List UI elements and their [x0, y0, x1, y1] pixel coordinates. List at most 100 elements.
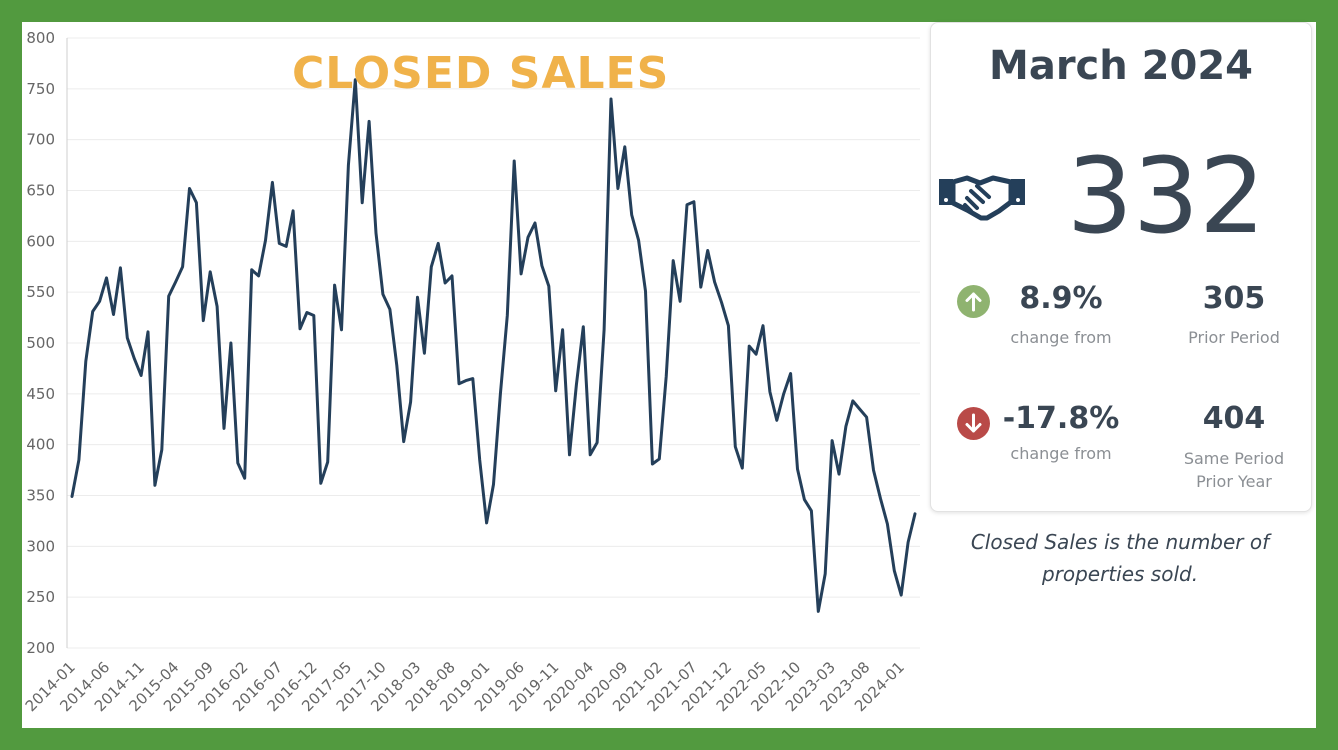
data-point [147, 331, 149, 333]
data-point [520, 273, 522, 275]
data-point [783, 393, 785, 395]
data-point [762, 325, 764, 327]
data-point [98, 300, 100, 302]
y-tick-label: 700 [26, 131, 55, 149]
data-point [789, 372, 791, 374]
data-point [333, 284, 335, 286]
data-point [85, 360, 87, 362]
data-point [555, 390, 557, 392]
data-point [223, 427, 225, 429]
data-point [485, 522, 487, 524]
data-point [403, 440, 405, 442]
data-point [382, 293, 384, 295]
data-point [479, 459, 481, 461]
prior-period-label: Prior Period [1188, 328, 1280, 347]
data-point [112, 313, 114, 315]
data-point [914, 513, 916, 515]
data-point [548, 285, 550, 287]
down-arrow-icon [957, 407, 990, 440]
data-point [347, 164, 349, 166]
card-period-title: March 2024 [989, 43, 1253, 89]
same-period-prior-year-label: Same Period Prior Year [1183, 449, 1285, 491]
dashboard-frame: 200 250 300 350 400 450 500 550 600 650 700 750 800 2… [22, 22, 1316, 728]
data-point [582, 326, 584, 328]
data-point [776, 419, 778, 421]
data-point [361, 202, 363, 204]
handshake-icon [939, 175, 1025, 221]
data-point [686, 204, 688, 206]
data-point [748, 345, 750, 347]
data-point [306, 311, 308, 313]
data-point [651, 463, 653, 465]
footnote: Closed Sales is the number of properties… [970, 530, 1270, 586]
chart-title: CLOSED SALES [292, 48, 670, 99]
data-point [852, 400, 854, 402]
prior-period-value: 305 [1202, 281, 1266, 316]
data-point [327, 461, 329, 463]
data-point [271, 181, 273, 183]
data-point [251, 269, 253, 271]
data-point [831, 439, 833, 441]
data-point [78, 459, 80, 461]
current-value: 332 [1066, 135, 1266, 257]
y-tick-label: 400 [26, 436, 55, 454]
data-point [845, 425, 847, 427]
data-point [472, 377, 474, 379]
period-change-value: 8.9% [1019, 281, 1103, 316]
data-point [644, 290, 646, 292]
data-point [278, 242, 280, 244]
data-point [181, 266, 183, 268]
y-tick-label: 600 [26, 232, 55, 250]
data-point [119, 267, 121, 269]
y-tick-label: 450 [26, 385, 55, 403]
data-point [230, 342, 232, 344]
data-point [188, 187, 190, 189]
data-point [534, 222, 536, 224]
data-point [907, 541, 909, 543]
y-tick-label: 250 [26, 588, 55, 606]
data-point [444, 282, 446, 284]
data-point [389, 308, 391, 310]
period-change-label: change from [1010, 328, 1112, 347]
data-point [105, 277, 107, 279]
data-point [375, 232, 377, 234]
same-period-prior-year-value: 404 [1202, 401, 1266, 436]
data-point [700, 286, 702, 288]
data-point [264, 239, 266, 241]
data-point [637, 239, 639, 241]
data-point [396, 364, 398, 366]
data-point [216, 305, 218, 307]
data-point [755, 353, 757, 355]
data-point [713, 281, 715, 283]
data-point [437, 242, 439, 244]
data-point [575, 384, 577, 386]
data-point [257, 275, 259, 277]
data-point [707, 249, 709, 251]
data-point [859, 408, 861, 410]
data-point [409, 401, 411, 403]
data-point [209, 271, 211, 273]
closed-sales-chart: 2002503003504004505005506006507007508002… [22, 29, 920, 715]
data-point [154, 484, 156, 486]
data-point [244, 477, 246, 479]
data-point [195, 202, 197, 204]
data-point [313, 314, 315, 316]
data-point [879, 497, 881, 499]
data-point [900, 594, 902, 596]
data-point [734, 446, 736, 448]
data-point [810, 510, 812, 512]
data-point [720, 301, 722, 303]
y-tick-label: 350 [26, 487, 55, 505]
data-point [596, 441, 598, 443]
data-point [796, 468, 798, 470]
data-point [161, 449, 163, 451]
data-point [92, 310, 94, 312]
data-point [541, 265, 543, 267]
data-point [727, 325, 729, 327]
y-tick-label: 650 [26, 182, 55, 200]
data-point [499, 393, 501, 395]
year-change-label: change from [1010, 444, 1112, 463]
data-point [603, 329, 605, 331]
data-point [886, 523, 888, 525]
data-point [299, 328, 301, 330]
